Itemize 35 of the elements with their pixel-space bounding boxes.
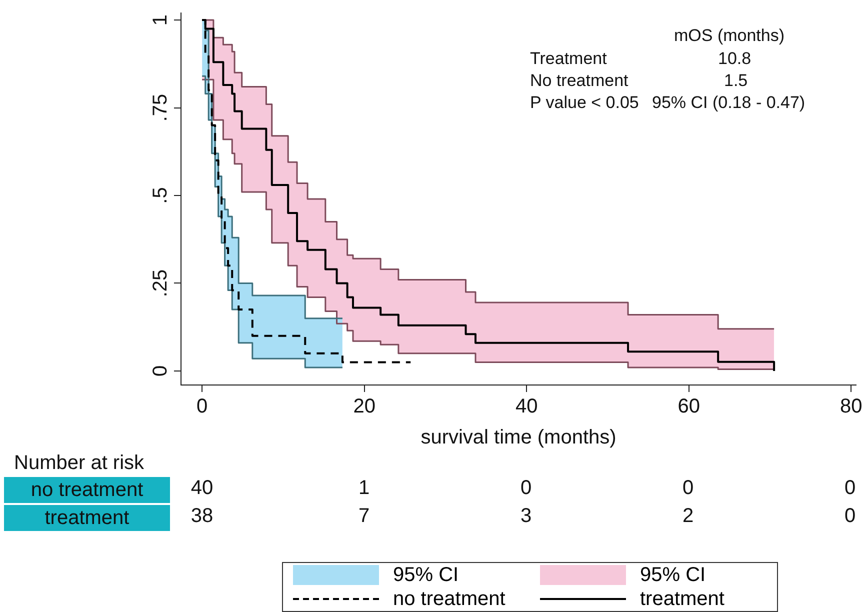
legend-label: 95% CI — [393, 564, 459, 586]
y-tick-label: 1 — [150, 14, 172, 26]
y-tick-label: .5 — [150, 187, 172, 204]
text: 7 — [358, 505, 370, 528]
x-tick-label: 80 — [840, 396, 862, 418]
text: 1 — [358, 477, 370, 500]
text: 0 — [682, 477, 694, 500]
annotation: P value < 0.05 — [530, 93, 639, 113]
text: 38 — [190, 505, 214, 528]
text: 3 — [520, 505, 532, 528]
y-tick-label: 0 — [150, 365, 172, 377]
x-tick-label: 60 — [678, 396, 700, 418]
annotation: No treatment — [530, 71, 628, 91]
annotation: 95% CI (0.18 - 0.47) — [652, 93, 806, 113]
legend-label: no treatment — [393, 588, 506, 610]
text: Number at risk — [14, 452, 144, 475]
annotation: 1.5 — [724, 71, 748, 91]
text: 0 — [844, 477, 856, 500]
text: 0 — [844, 505, 856, 528]
annotation: mOS (months) — [674, 26, 785, 46]
x-tick-label: 20 — [353, 396, 376, 418]
annotation: Treatment — [530, 49, 607, 69]
x-tick-label: 0 — [196, 396, 208, 418]
annotation: 10.8 — [718, 49, 752, 69]
legend-label: treatment — [640, 588, 724, 610]
y-tick-label: .75 — [150, 94, 172, 122]
x-tick-label: 40 — [515, 396, 538, 418]
text: 2 — [682, 505, 694, 528]
legend-label: 95% CI — [640, 564, 706, 586]
x-axis-title: survival time (months) — [420, 426, 616, 449]
text: 40 — [190, 477, 214, 500]
y-tick-label: .25 — [150, 269, 172, 298]
text: treatment — [4, 505, 170, 531]
text: no treatment — [4, 477, 170, 503]
text: 0 — [520, 477, 532, 500]
